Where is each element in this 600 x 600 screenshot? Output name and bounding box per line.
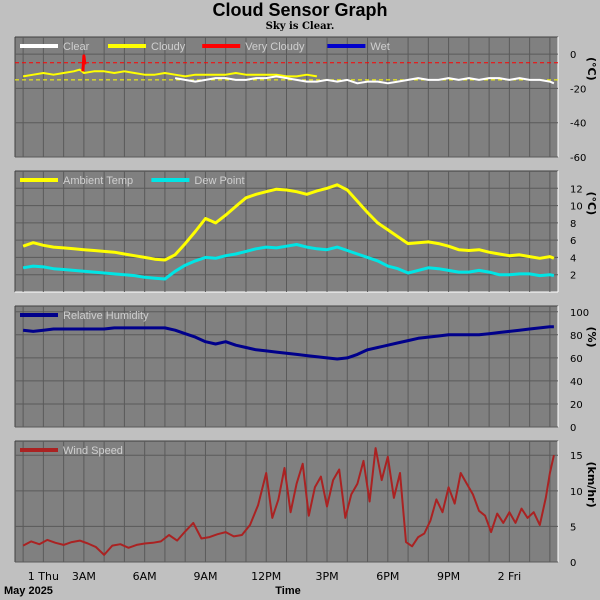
panel-cloud: 0 -20 -40 -60 (°C) Clear Cloudy Very Cloudy Wet xyxy=(14,36,598,164)
temp-ytick-label: 2 xyxy=(570,271,576,282)
temp-ytick-label: 8 xyxy=(570,219,576,230)
x-tick-label: 9PM xyxy=(437,570,460,583)
temp-series-ambient-temp xyxy=(22,183,555,262)
wind-ytick-label: 10 xyxy=(570,487,583,498)
x-tick-label: 1 Thu xyxy=(28,570,59,583)
humidity-ytick-label: 100 xyxy=(570,308,589,319)
x-tick-label: 2 Fri xyxy=(498,570,522,583)
wind-ytick-label: 0 xyxy=(570,558,576,569)
temp-ytick-label: 10 xyxy=(570,202,583,213)
cloud-legend-label: Clear xyxy=(63,41,90,53)
x-tick-label: 3AM xyxy=(72,570,96,583)
cloud-ylabel: (°C) xyxy=(585,57,598,81)
humidity-ytick-label: 40 xyxy=(570,377,583,388)
page-title: Cloud Sensor Graph xyxy=(212,0,388,20)
cloud-legend-label: Very Cloudy xyxy=(245,41,305,53)
cloud-ytick-label: -40 xyxy=(570,119,586,130)
temp-ytick-label: 6 xyxy=(570,236,576,247)
panel-temp: 2 4 6 8 10 12(°C) Ambient Temp Dew Point xyxy=(14,170,598,293)
x-tick-label: 6PM xyxy=(376,570,399,583)
temp-series-dew-point xyxy=(22,243,555,281)
sky-status: Sky is Clear. xyxy=(265,21,335,32)
cloud-ytick-label: -60 xyxy=(570,153,586,164)
humidity-ytick-label: 60 xyxy=(570,354,583,365)
temp-ytick-label: 12 xyxy=(570,184,583,195)
wind-ylabel: (km/hr) xyxy=(585,462,598,508)
temp-legend-label: Ambient Temp xyxy=(63,175,133,187)
humidity-series-relative-humidity xyxy=(22,325,554,361)
cloud-series-very-cloudy xyxy=(81,54,87,72)
cloud-legend-label: Cloudy xyxy=(151,41,186,53)
humidity-ytick-label: 80 xyxy=(570,331,583,342)
humidity-legend-label: Relative Humidity xyxy=(63,310,149,322)
temp-ylabel: (°C) xyxy=(585,192,598,216)
wind-ytick-label: 5 xyxy=(570,522,576,533)
panel-wind: 0 5 10 15(km/hr) Wind Speed xyxy=(14,440,598,569)
humidity-ylabel: (%) xyxy=(585,327,598,348)
cloud-series-clear xyxy=(174,75,555,85)
humidity-ytick-label: 0 xyxy=(570,423,576,434)
cloud-ytick-label: -20 xyxy=(570,84,586,95)
wind-series-wind-speed xyxy=(22,447,555,556)
x-tick-label: 3PM xyxy=(315,570,338,583)
temp-ytick-label: 4 xyxy=(570,253,576,264)
humidity-ytick-label: 20 xyxy=(570,400,583,411)
cloud-legend-label: Wet xyxy=(370,41,389,53)
date-label: May 2025 xyxy=(4,585,53,597)
x-axis-title: Time xyxy=(275,585,300,597)
cloud-ytick-label: 0 xyxy=(570,50,576,61)
x-tick-label: 12PM xyxy=(251,570,281,583)
x-tick-label: 9AM xyxy=(193,570,217,583)
panel-humidity: 0 20 40 60 80 100 (%) Relative Humidity xyxy=(14,305,598,434)
temp-legend-label: Dew Point xyxy=(194,175,244,187)
cloud-series-cloudy xyxy=(22,68,318,78)
wind-legend-label: Wind Speed xyxy=(63,445,123,457)
x-tick-label: 6AM xyxy=(133,570,157,583)
wind-ytick-label: 15 xyxy=(570,451,583,462)
